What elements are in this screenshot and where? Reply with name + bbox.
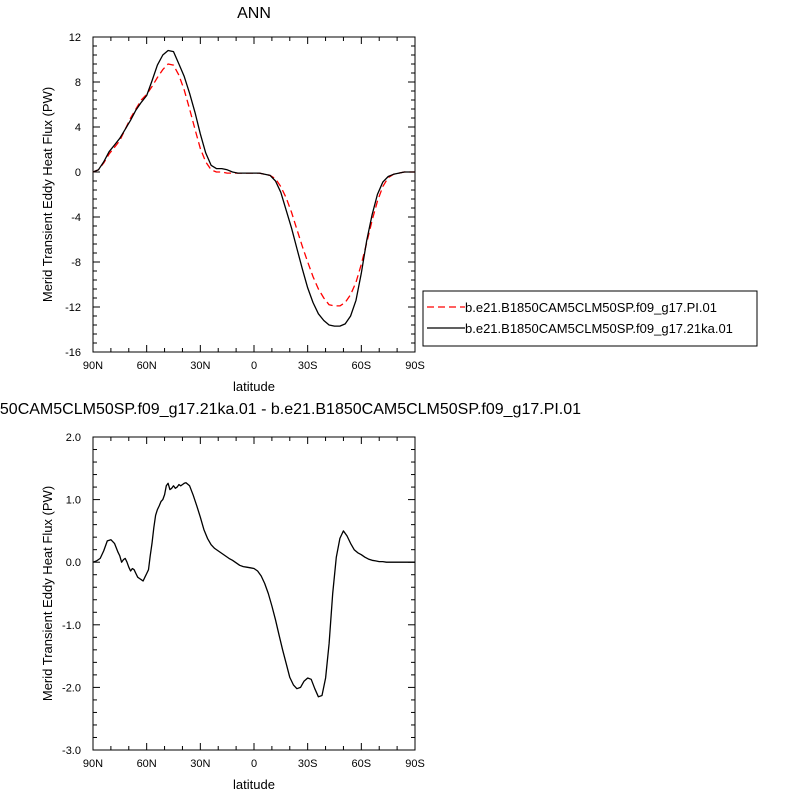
x-tick-label: 0: [251, 360, 257, 372]
x-axis-title: latitude: [233, 777, 275, 792]
x-tick-label: 60S: [352, 758, 372, 770]
y-tick-label: 4: [75, 122, 81, 134]
x-tick-label: 90S: [405, 360, 425, 372]
legend-box: [422, 290, 758, 347]
plot-title: b.e21.B1850CAM5CLM50SP.f09_g17.21ka.01 -…: [0, 401, 581, 418]
x-tick-label: 60N: [137, 360, 157, 372]
y-tick-label: 0.0: [66, 557, 81, 569]
y-tick-label: 8: [75, 77, 81, 89]
legend: b.e21.B1850CAM5CLM50SP.f09_g17.PI.01 b.e2…: [422, 290, 758, 347]
top-panel: 90N 60N 30N 0 30S 60S 90S -16 -12 -8 -4 0 4 8 12 latitu…: [40, 5, 758, 394]
x-tick-label: 30N: [190, 360, 210, 372]
y-tick-label: 0: [75, 167, 81, 179]
plot-frame: [92, 36, 416, 353]
series-line-1: [92, 49, 415, 327]
plot-title: ANN: [237, 5, 271, 22]
x-tick-label: 90N: [83, 360, 103, 372]
x-tick-label: 90S: [405, 758, 425, 770]
x-tick-label: 60N: [137, 758, 157, 770]
y-tick-label: -12: [65, 302, 81, 314]
x-tick-label: 30S: [298, 758, 318, 770]
legend-label: b.e21.B1850CAM5CLM50SP.f09_g17.21ka.01: [465, 321, 733, 336]
x-tick-label: 90N: [83, 758, 103, 770]
legend-label: b.e21.B1850CAM5CLM50SP.f09_g17.PI.01: [465, 300, 717, 315]
y-tick-label: -1.0: [62, 620, 81, 632]
series-line-0: [92, 63, 415, 307]
x-axis-title: latitude: [233, 379, 275, 394]
y-axis-title: Merid Transient Eddy Heat Flux (PW): [40, 486, 55, 701]
y-axis-title: Merid Transient Eddy Heat Flux (PW): [40, 87, 55, 302]
y-tick-label: 2.0: [66, 432, 81, 444]
y-tick-label: -8: [71, 257, 81, 269]
y-tick-label: -16: [65, 347, 81, 359]
series-line-0: [92, 482, 415, 698]
y-tick-label: -3.0: [62, 745, 81, 757]
x-tick-label: 0: [251, 758, 257, 770]
bottom-panel: 90N 60N 30N 0 30S 60S 90S -3.0 -2.0 -1.0 0.0 1.0 2.0…: [0, 401, 581, 792]
x-tick-label: 60S: [352, 360, 372, 372]
y-tick-label: 1.0: [66, 495, 81, 507]
x-tick-label: 30S: [298, 360, 318, 372]
y-tick-label: -4: [71, 212, 81, 224]
plot-frame: [92, 436, 416, 751]
x-tick-label: 30N: [190, 758, 210, 770]
y-tick-label: -2.0: [62, 682, 81, 694]
y-tick-label: 12: [69, 32, 81, 44]
